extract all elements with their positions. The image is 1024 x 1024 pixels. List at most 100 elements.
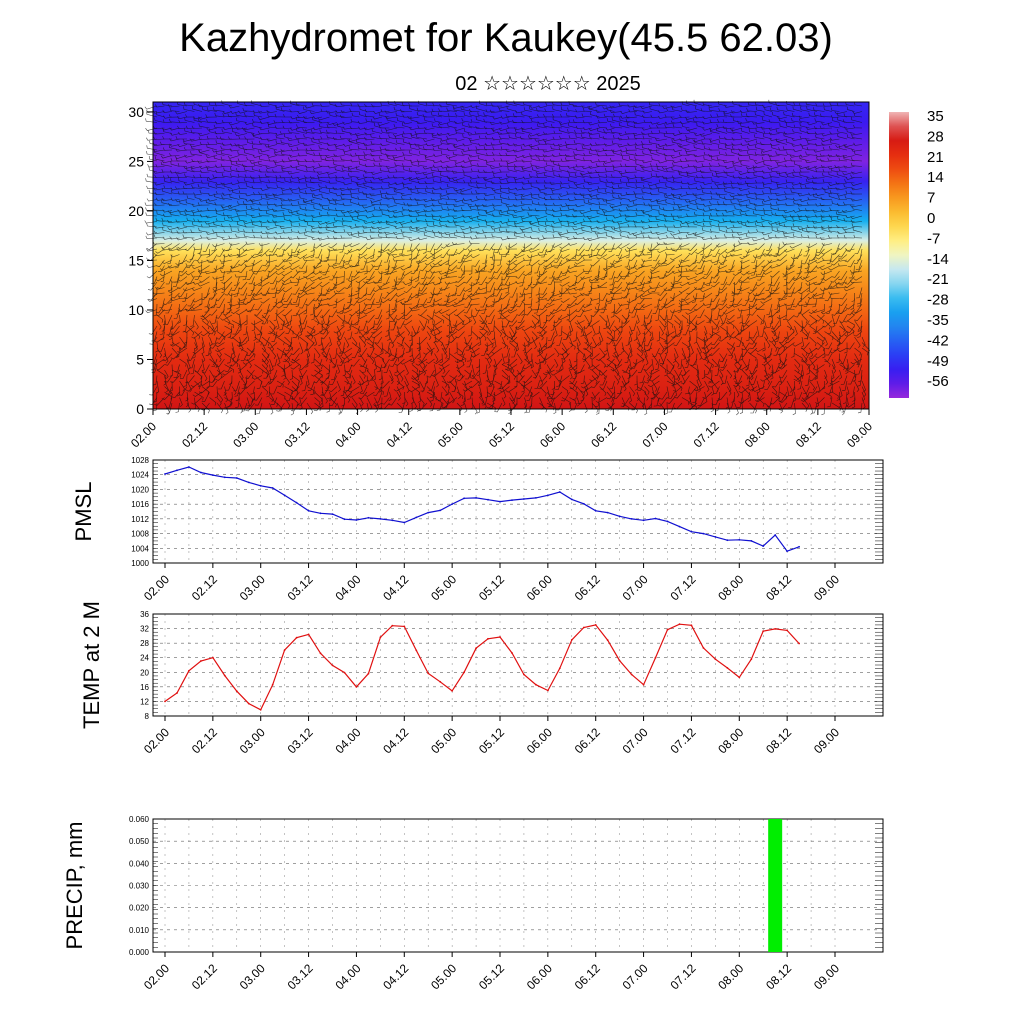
wind-barb (762, 181, 773, 185)
wind-barb (381, 194, 390, 200)
wind-barb (635, 194, 645, 200)
wind-barb (560, 102, 570, 107)
wind-barb (163, 185, 173, 189)
wind-barb (373, 162, 383, 167)
wind-barb (371, 331, 383, 339)
wind-barb (837, 309, 848, 315)
wind-barb (603, 129, 615, 134)
wind-barb (227, 188, 240, 192)
wind-barb (325, 221, 338, 225)
wind-barb (809, 336, 817, 347)
wind-barb (199, 198, 210, 202)
wind-barb (419, 314, 430, 324)
wind-barb (178, 119, 188, 124)
wind-barb (513, 177, 525, 181)
wind-barb (733, 276, 743, 285)
wind-barb (192, 298, 203, 303)
wind-barb (515, 280, 525, 284)
wind-barb (690, 358, 698, 366)
wind-barb (685, 276, 698, 281)
wind-barb (521, 292, 525, 302)
wind-barb (524, 233, 533, 239)
wind-barb (448, 157, 458, 162)
wind-barb (852, 206, 863, 211)
wind-barb (485, 303, 495, 308)
wind-barb (603, 160, 615, 164)
wind-barb (635, 270, 645, 278)
wind-barb (633, 190, 645, 195)
wind-barb (287, 137, 300, 141)
wind-barb (835, 285, 848, 289)
wind-barb (347, 187, 360, 191)
wind-barb (252, 122, 263, 129)
wind-barb (387, 209, 398, 213)
wind-barb (417, 180, 428, 185)
wind-barb (356, 303, 360, 317)
wind-barb (236, 298, 240, 309)
wind-barb (829, 347, 840, 354)
wind-barb (389, 336, 398, 344)
wind-barb (265, 259, 278, 263)
wind-barb (807, 197, 818, 201)
wind-barb (194, 364, 203, 373)
wind-barb (711, 320, 720, 332)
wind-barb (348, 146, 360, 151)
wind-barb (586, 215, 600, 219)
wind-barb (468, 302, 480, 306)
wind-barb (470, 254, 480, 259)
wind-barb (231, 281, 240, 292)
wind-barb (812, 298, 818, 308)
wind-barb (702, 208, 713, 212)
wind-barb (710, 342, 720, 349)
wind-barb (569, 320, 574, 333)
wind-barb (298, 364, 308, 371)
wind-barb (746, 331, 750, 342)
wind-barb (208, 102, 218, 107)
wind-barb (216, 369, 223, 378)
wind-barb (326, 142, 338, 146)
wind-barb (287, 236, 300, 240)
wind-barb (562, 265, 570, 276)
wind-barb (792, 233, 803, 239)
wind-barb (820, 196, 833, 201)
wind-barb (325, 155, 338, 159)
wind-barb (485, 210, 495, 217)
wind-barb (238, 185, 248, 189)
wind-barb (312, 193, 323, 197)
wind-barb (573, 140, 585, 145)
wind-barb (443, 342, 450, 350)
wind-barb (574, 298, 585, 305)
wind-barb (607, 292, 615, 304)
wind-barb (550, 263, 563, 267)
wind-barb (224, 314, 231, 325)
wind-barb (531, 200, 540, 206)
wind-barb (263, 369, 270, 379)
wind-barb (595, 109, 608, 113)
wind-barb (237, 314, 241, 326)
wind-barb (672, 123, 683, 129)
wind-barb (612, 243, 623, 250)
wind-barb (310, 331, 323, 337)
wind-barb (174, 171, 188, 175)
wind-barb (521, 181, 533, 185)
wind-barb (215, 150, 225, 156)
wind-barb (747, 276, 758, 280)
wind-barb (846, 325, 855, 333)
wind-barb (333, 298, 338, 309)
wind-barb (543, 196, 555, 201)
wind-barb (598, 201, 608, 206)
wind-barb (767, 234, 780, 239)
wind-barb (259, 220, 270, 224)
wind-barb (430, 298, 435, 308)
wind-barb (351, 232, 360, 239)
wind-barb (182, 191, 195, 195)
wind-barb (167, 104, 180, 108)
wind-barb (696, 122, 705, 129)
wind-barb (738, 364, 750, 371)
wind-barb (609, 157, 623, 162)
wind-barb (791, 226, 803, 233)
wind-barb (673, 178, 683, 184)
wind-barb (386, 248, 398, 255)
wind-barb (326, 171, 338, 175)
wind-barb (537, 252, 548, 256)
